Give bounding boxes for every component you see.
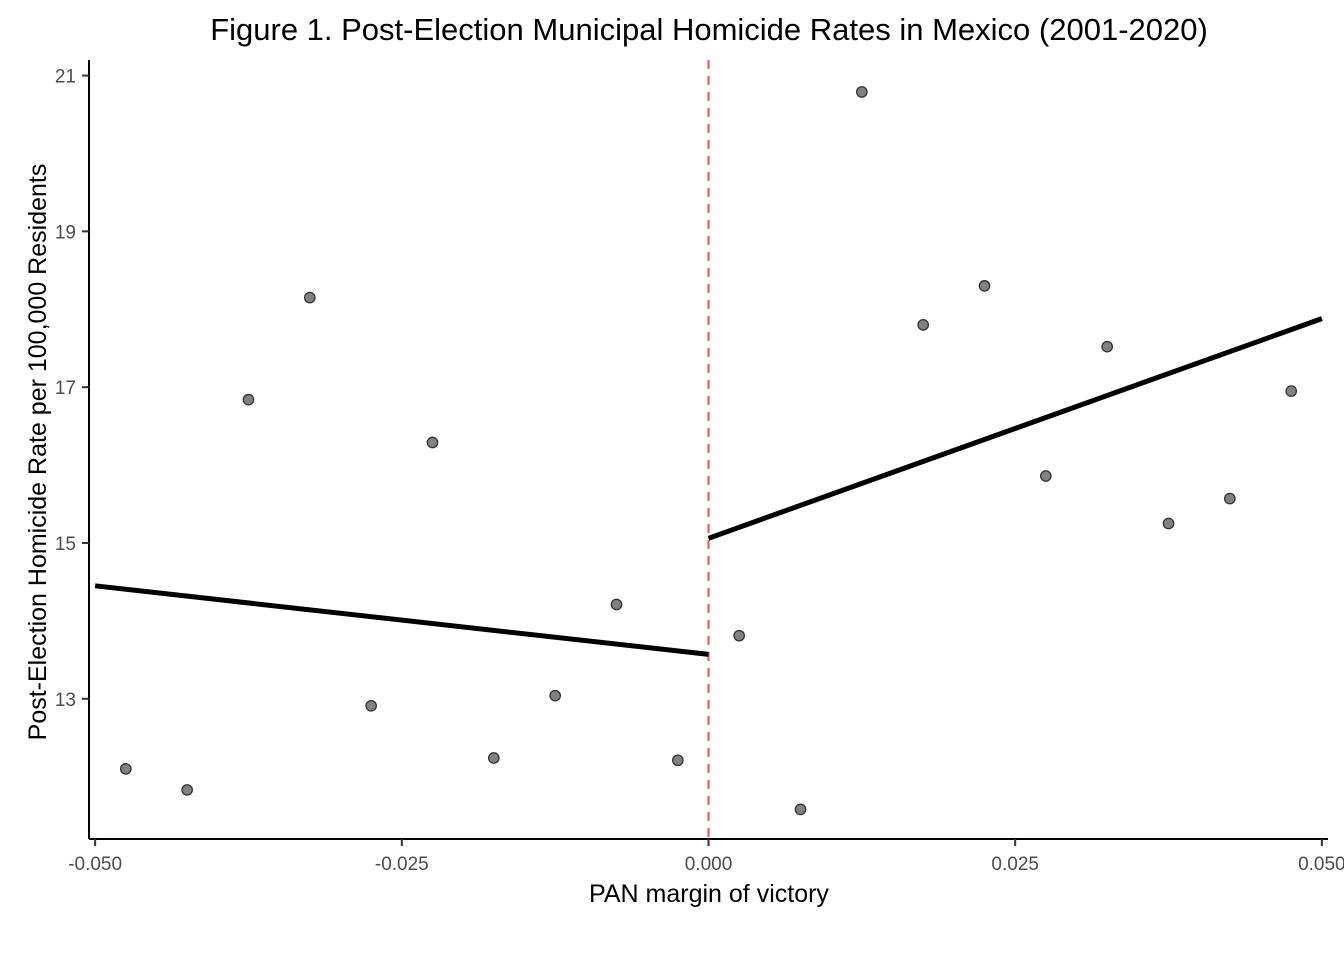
y-tick-label-2: 15: [55, 534, 76, 555]
y-axis-title: Post-Election Homicide Rate per 100,000 …: [24, 164, 52, 741]
data-point-18: [1162, 517, 1175, 530]
chart-title: Figure 1. Post-Election Municipal Homici…: [210, 12, 1208, 47]
data-point-17: [1101, 340, 1114, 353]
y-tick-label-5: 21: [55, 67, 76, 88]
fit-line-right: [707, 316, 1323, 541]
data-point-5: [365, 699, 377, 712]
axes: -0.050 -0.025 0.000 0.025 0.050 13 15 17 19 21: [55, 60, 1344, 875]
data-point-11: [733, 629, 746, 642]
data-point-9: [610, 598, 623, 611]
data-point-20: [1285, 385, 1298, 397]
plot-area: [94, 60, 1323, 839]
data-point-10: [671, 754, 684, 767]
data-point-13: [855, 86, 868, 98]
data-point-4: [303, 291, 316, 304]
data-point-7: [487, 752, 500, 764]
data-point-12: [794, 803, 807, 816]
y-tick-label-1: 13: [55, 690, 76, 711]
y-tick-label-4: 19: [55, 222, 76, 243]
data-point-14: [917, 319, 930, 331]
data-point-16: [1040, 470, 1052, 482]
x-axis-title: PAN margin of victory: [589, 880, 829, 908]
x-tick-label-4: 0.025: [991, 854, 1039, 875]
data-point-1: [119, 763, 132, 775]
x-tick-label-5: 0.050: [1298, 854, 1344, 875]
fit-line-left: [94, 583, 709, 657]
x-tick-label-1: -0.050: [68, 854, 122, 875]
x-tick-label-3: 0.000: [685, 854, 733, 875]
data-point-3: [242, 393, 255, 406]
y-tick-label-3: 17: [55, 378, 76, 399]
data-point-8: [549, 689, 562, 702]
data-point-19: [1224, 492, 1236, 505]
data-point-2: [181, 784, 193, 796]
x-tick-label-2: -0.025: [375, 854, 429, 875]
data-point-15: [978, 280, 991, 292]
data-point-6: [426, 436, 439, 449]
